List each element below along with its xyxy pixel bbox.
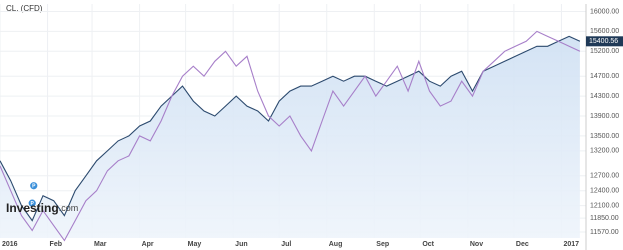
y-tick-label: 16000.00 (590, 8, 619, 15)
logo: Investing.com (6, 201, 78, 215)
event-label: P (31, 201, 35, 207)
y-tick-label: 11850.00 (590, 215, 619, 222)
plot (0, 30, 581, 242)
y-tick-label: 12100.00 (590, 202, 619, 209)
event-label: P (32, 184, 36, 190)
y-tick-label: 12400.00 (590, 188, 619, 195)
logo-main: Investing (6, 201, 59, 215)
area (0, 36, 580, 239)
x-tick-label: May (188, 241, 202, 248)
y-tick-label: 14300.00 (590, 93, 619, 100)
y-tick-label: 13900.00 (590, 113, 619, 120)
x-tick-label: Sep (376, 241, 389, 248)
last-price-box (586, 36, 623, 47)
x-tick-label: Nov (470, 241, 483, 248)
x-tick-label: Dec (516, 241, 529, 248)
x-tick-label: 2017 (563, 241, 579, 248)
x-tick-label: Feb (50, 241, 62, 248)
y-tick-label: 11570.00 (590, 229, 619, 236)
y-tick-label: 13200.00 (590, 148, 619, 155)
x-tick-label: Mar (94, 241, 107, 248)
y-tick-label: 13500.00 (590, 133, 619, 140)
y-tick-label: 15600.00 (590, 28, 619, 35)
y-tick-label: 15200.00 (590, 48, 619, 55)
logo-suffix: .com (59, 203, 79, 213)
x-tick-label: Apr (142, 241, 154, 248)
chart-title: CL, (CFD) (6, 4, 43, 13)
event-marker (29, 181, 39, 191)
x-tick-label: Aug (329, 241, 343, 248)
x-tick-label: Jul (281, 241, 291, 248)
x-tick-label: Jun (235, 241, 247, 248)
y-tick-label: 12700.00 (590, 173, 619, 180)
y-tick-label: 14700.00 (590, 73, 619, 80)
line (0, 30, 581, 242)
last-price-label: 15400.56 (589, 38, 618, 45)
x-tick-label: 2016 (2, 241, 18, 248)
x-tick-label: Oct (422, 241, 434, 248)
event-marker (27, 198, 37, 208)
